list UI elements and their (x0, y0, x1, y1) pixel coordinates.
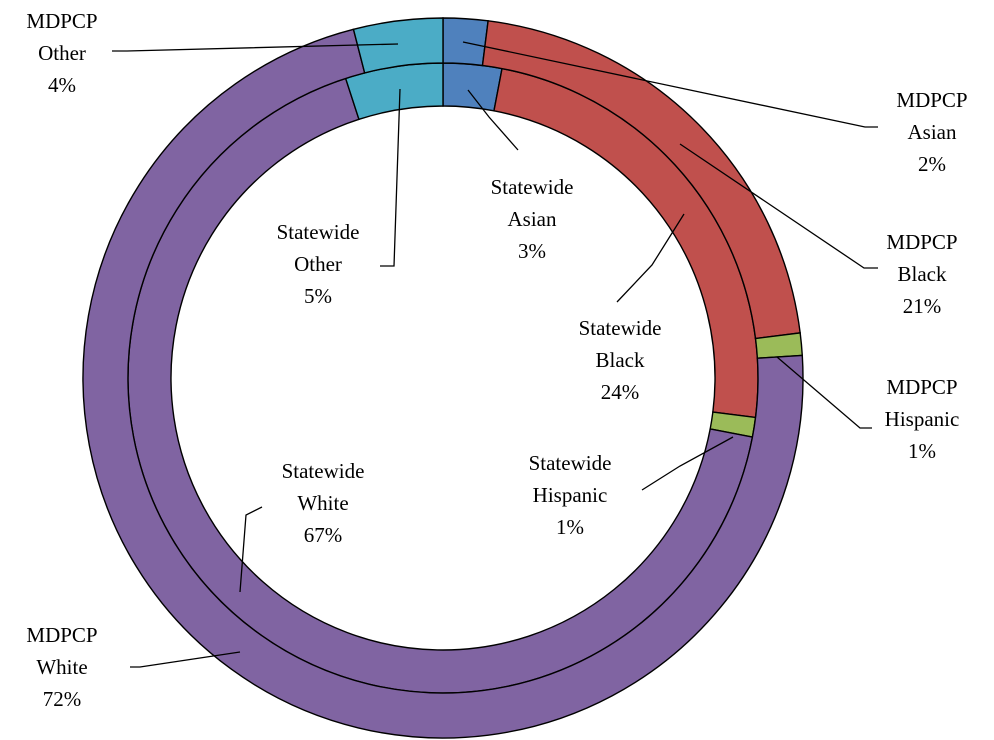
leader-line-mdpcp-asian (462, 41, 878, 128)
leader-line-mdpcp-hispanic (776, 356, 872, 429)
leader-line-statewide-black (616, 213, 685, 303)
data-label-statewide-black: Statewide Black 24% (579, 316, 662, 404)
data-label-mdpcp-hispanic: MDPCP Hispanic 1% (885, 375, 960, 463)
leader-line-statewide-asian (467, 89, 519, 151)
data-label-statewide-white: Statewide White 67% (282, 459, 365, 547)
leader-line-mdpcp-white (130, 651, 241, 668)
data-label-mdpcp-white: MDPCP White 72% (26, 623, 97, 711)
slice-mdpcp-other (352, 17, 444, 74)
leader-line-statewide-other (380, 88, 401, 267)
data-label-line: MDPCP (886, 230, 957, 254)
data-label-line: 1% (908, 439, 936, 463)
data-label-line: 3% (518, 239, 546, 263)
data-label-line: Hispanic (533, 483, 608, 507)
data-label-line: MDPCP (26, 623, 97, 647)
data-label-line: Asian (508, 207, 557, 231)
data-label-line: MDPCP (26, 9, 97, 33)
data-label-line: 72% (43, 687, 82, 711)
data-label-line: Statewide (491, 175, 574, 199)
data-label-line: Black (596, 348, 645, 372)
data-label-mdpcp-other: MDPCP Other 4% (26, 9, 97, 97)
leader-line-statewide-white (239, 506, 263, 593)
rings (82, 17, 804, 739)
data-label-line: 2% (918, 152, 946, 176)
data-label-line: 21% (903, 294, 942, 318)
leader-line-mdpcp-other (112, 43, 399, 52)
slice-mdpcp-white (82, 28, 804, 739)
data-label-line: Other (294, 252, 342, 276)
leader-line-mdpcp-black (679, 143, 878, 269)
data-label-line: Statewide (277, 220, 360, 244)
data-label-line: Other (38, 41, 86, 65)
leader-lines (112, 41, 878, 668)
data-label-line: 4% (48, 73, 76, 97)
data-label-mdpcp-black: MDPCP Black 21% (886, 230, 957, 318)
data-label-line: 1% (556, 515, 584, 539)
leader-line-statewide-hispanic (641, 436, 734, 491)
data-label-line: Asian (908, 120, 957, 144)
data-label-line: 5% (304, 284, 332, 308)
data-label-line: Statewide (529, 451, 612, 475)
data-label-line: Black (898, 262, 947, 286)
data-label-line: MDPCP (886, 375, 957, 399)
data-label-statewide-other: Statewide Other 5% (277, 220, 360, 308)
slice-mdpcp-asian (442, 17, 489, 67)
data-label-line: Hispanic (885, 407, 960, 431)
data-label-line: Statewide (579, 316, 662, 340)
data-label-line: White (36, 655, 87, 679)
data-label-line: 67% (304, 523, 343, 547)
data-label-line: 24% (601, 380, 640, 404)
data-label-line: Statewide (282, 459, 365, 483)
data-labels: Statewide Asian 3%Statewide Black 24%Statewi… (26, 9, 967, 711)
slice-statewide-asian (442, 62, 503, 112)
data-label-line: MDPCP (896, 88, 967, 112)
data-label-statewide-hispanic: Statewide Hispanic 1% (529, 451, 612, 539)
data-label-mdpcp-asian: MDPCP Asian 2% (896, 88, 967, 176)
data-label-statewide-asian: Statewide Asian 3% (491, 175, 574, 263)
data-label-line: White (297, 491, 348, 515)
